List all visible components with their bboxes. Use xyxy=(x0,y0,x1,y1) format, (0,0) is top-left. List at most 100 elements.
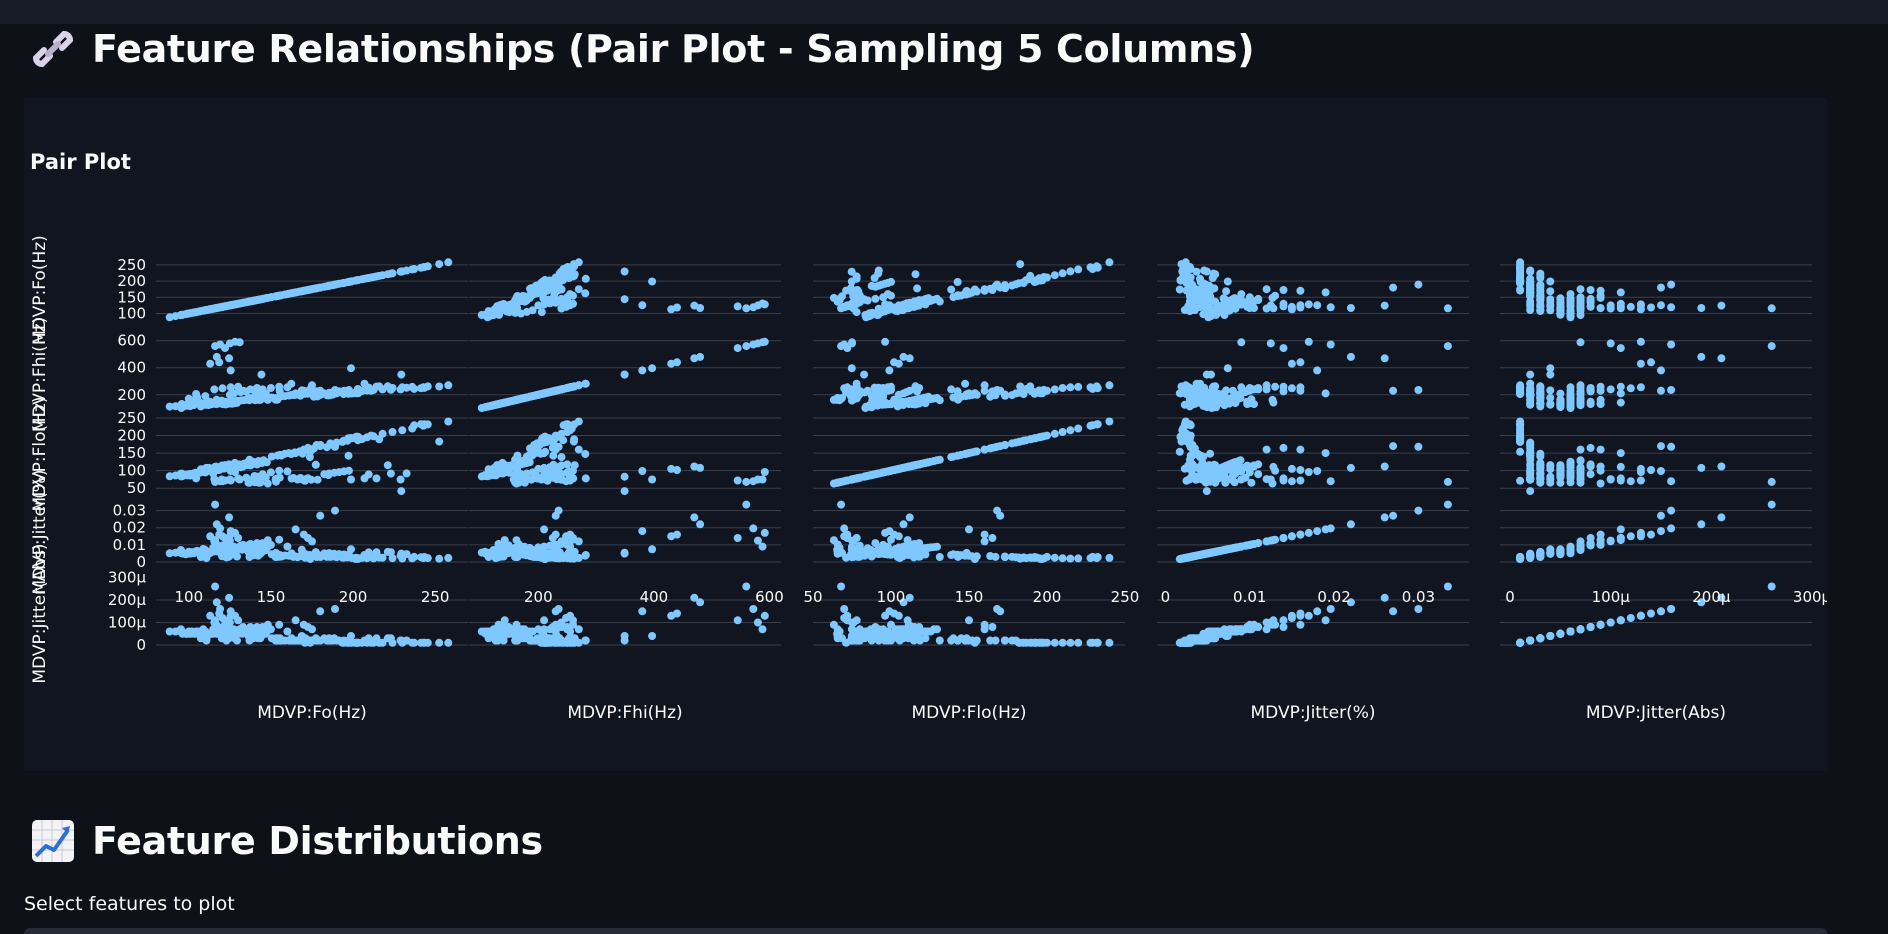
subplot-r0-c1 xyxy=(469,258,781,322)
data-point xyxy=(1626,384,1635,393)
data-point xyxy=(308,537,316,546)
data-point xyxy=(1566,457,1575,466)
scatter-points xyxy=(1175,582,1452,647)
data-point xyxy=(1196,386,1205,394)
data-point xyxy=(840,605,849,613)
data-point xyxy=(860,370,869,379)
data-point xyxy=(563,623,572,631)
data-point xyxy=(1304,528,1313,537)
data-point xyxy=(398,426,407,435)
data-point xyxy=(1606,385,1615,394)
data-point xyxy=(980,530,989,539)
section-title-relationships: Feature Relationships (Pair Plot - Sampl… xyxy=(92,27,1255,71)
data-point xyxy=(1262,625,1271,634)
y-tick-label: 250 xyxy=(117,256,146,274)
data-point xyxy=(758,625,767,634)
data-point xyxy=(1606,339,1615,348)
data-point xyxy=(1546,393,1555,402)
data-point xyxy=(690,462,699,471)
data-point xyxy=(226,476,235,485)
data-point xyxy=(1189,552,1198,561)
data-point xyxy=(165,627,174,636)
data-point xyxy=(1606,475,1615,484)
data-point xyxy=(291,525,300,534)
data-point xyxy=(1066,554,1075,563)
data-point xyxy=(517,470,525,479)
data-point xyxy=(837,342,846,351)
data-point xyxy=(189,308,198,317)
y-tick-label: 0.03 xyxy=(113,502,146,520)
data-point xyxy=(953,278,962,286)
data-point xyxy=(840,614,849,622)
data-point xyxy=(1192,267,1201,276)
data-point xyxy=(648,364,657,373)
data-point xyxy=(638,301,647,310)
data-point xyxy=(1556,389,1565,398)
data-point xyxy=(760,528,769,537)
data-point xyxy=(1546,287,1555,296)
data-point xyxy=(189,469,198,478)
data-point xyxy=(283,627,292,636)
data-point xyxy=(226,383,235,392)
data-point xyxy=(481,310,489,319)
subplot-r0-c2 xyxy=(813,258,1125,322)
data-point xyxy=(1296,611,1305,620)
data-point xyxy=(1647,358,1655,367)
data-point xyxy=(517,309,525,318)
data-point xyxy=(545,299,554,308)
data-point xyxy=(1576,463,1585,472)
data-point xyxy=(316,607,325,616)
data-point xyxy=(1636,476,1645,485)
data-point xyxy=(259,542,268,551)
data-point xyxy=(1596,479,1605,488)
data-point xyxy=(1647,466,1655,474)
data-point xyxy=(1185,475,1193,484)
subplot-r1-c3 xyxy=(1157,337,1469,412)
data-point xyxy=(360,379,369,388)
data-point xyxy=(1236,294,1245,303)
data-point xyxy=(871,294,880,303)
data-point xyxy=(988,286,997,294)
data-point xyxy=(1027,387,1036,395)
data-point xyxy=(408,554,417,563)
data-point xyxy=(554,636,563,645)
data-point xyxy=(1606,537,1615,546)
data-point xyxy=(225,354,234,363)
data-point xyxy=(226,366,235,375)
data-point xyxy=(1556,398,1565,407)
data-point xyxy=(372,474,381,483)
data-point xyxy=(574,553,583,562)
data-point xyxy=(570,435,579,444)
data-point xyxy=(1566,296,1575,305)
data-point xyxy=(283,383,292,392)
data-point xyxy=(1027,638,1036,647)
y-tick-label: 100 xyxy=(117,305,146,323)
data-point xyxy=(1266,339,1275,348)
data-point xyxy=(513,451,522,460)
data-point xyxy=(1092,420,1101,429)
data-point xyxy=(690,513,699,522)
data-point xyxy=(1576,473,1585,482)
data-point xyxy=(557,475,566,484)
data-point xyxy=(1236,394,1245,402)
data-point xyxy=(1566,478,1575,487)
data-point xyxy=(620,370,629,379)
data-point xyxy=(1389,607,1398,616)
data-point xyxy=(1175,447,1184,456)
data-point xyxy=(949,393,958,402)
data-point xyxy=(1066,426,1075,435)
data-point xyxy=(1326,605,1335,613)
data-point xyxy=(1039,385,1048,394)
data-point xyxy=(1516,286,1525,295)
data-point xyxy=(1262,618,1271,627)
data-point xyxy=(1616,389,1625,398)
data-point xyxy=(1516,447,1525,456)
data-point xyxy=(1526,277,1535,286)
data-point xyxy=(1536,468,1545,477)
data-point xyxy=(1516,432,1525,441)
data-point xyxy=(1526,466,1535,475)
data-point xyxy=(226,530,235,539)
data-point xyxy=(257,370,266,379)
data-point xyxy=(1546,306,1555,315)
data-point xyxy=(444,258,453,267)
